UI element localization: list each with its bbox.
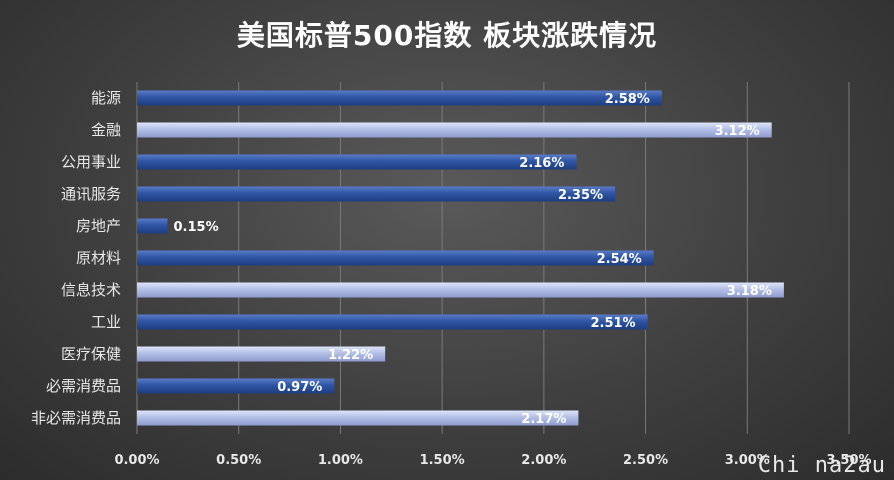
x-tick-label: 0.50%: [216, 453, 261, 468]
category-label: 工业: [91, 313, 121, 331]
bar: [137, 90, 662, 106]
x-tick-label: 0.00%: [114, 453, 159, 468]
category-label: 非必需消费品: [31, 409, 121, 427]
data-label: 2.17%: [521, 412, 566, 427]
bar: [137, 378, 335, 394]
category-label: 必需消费品: [46, 377, 121, 395]
data-label: 2.58%: [605, 92, 650, 107]
category-label: 公用事业: [61, 153, 121, 171]
category-label: 房地产: [76, 217, 121, 235]
x-tick-label: 3.50%: [826, 453, 871, 468]
category-label: 通讯服务: [61, 185, 121, 203]
x-tick-labels: 0.00% 0.50% 1.00% 1.50% 2.00% 2.50% 3.00% 3.50%: [114, 453, 871, 468]
category-label: 医疗保健: [61, 345, 121, 363]
data-label: 2.54%: [597, 252, 642, 267]
data-label: 3.18%: [727, 284, 772, 299]
bars: 2.58% 3.12% 2.16% 2.35% 0.15% 2.54% 3.18% 2.51%…: [137, 90, 784, 427]
chart-title: 美国标普500指数 板块涨跌情况: [236, 19, 658, 52]
data-label: 0.15%: [174, 220, 219, 235]
data-label: 0.97%: [277, 380, 322, 395]
data-label: 3.12%: [715, 124, 760, 139]
category-label: 原材料: [76, 249, 121, 267]
watermark: Chi na2au: [757, 453, 886, 478]
bar: [137, 218, 168, 234]
bar: [137, 282, 784, 298]
bar: [137, 346, 386, 362]
bar: [137, 410, 579, 426]
category-label: 信息技术: [61, 281, 121, 299]
data-label: 2.51%: [590, 316, 635, 331]
bar: [137, 314, 648, 330]
bar: [137, 122, 772, 138]
category-label: 金融: [91, 121, 121, 139]
bar: [137, 186, 616, 202]
x-tick-label: 1.50%: [420, 453, 465, 468]
x-tick-label: 3.00%: [725, 453, 770, 468]
bar: [137, 250, 654, 266]
x-tick-label: 2.00%: [521, 453, 566, 468]
data-label: 2.16%: [519, 156, 564, 171]
data-label: 1.22%: [328, 348, 373, 363]
category-label: 能源: [91, 89, 121, 107]
x-tick-label: 1.00%: [318, 453, 363, 468]
bar: [137, 154, 577, 170]
data-label: 2.35%: [558, 188, 603, 203]
x-tick-label: 2.50%: [623, 453, 668, 468]
